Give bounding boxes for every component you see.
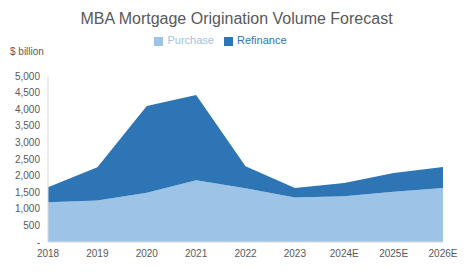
svg-text:2020: 2020 [136, 248, 159, 259]
svg-text:2026E: 2026E [429, 248, 458, 259]
svg-text:1,500: 1,500 [15, 187, 40, 198]
svg-text:3,000: 3,000 [15, 137, 40, 148]
svg-text:2022: 2022 [234, 248, 257, 259]
svg-text:2023: 2023 [284, 248, 307, 259]
svg-text:2,000: 2,000 [15, 170, 40, 181]
html-text:MBA Mortgage Origination Volum: MBA Mortgage Origination Volume Forecast [80, 10, 393, 27]
html-text:Refinance: Refinance [237, 34, 287, 46]
html-text:$ billion: $ billion [10, 46, 44, 57]
svg-text:4,500: 4,500 [15, 87, 40, 98]
svg-text:2018: 2018 [37, 248, 60, 259]
svg-text:1,000: 1,000 [15, 203, 40, 214]
svg-text:5,000: 5,000 [15, 71, 40, 82]
svg-text:2024E: 2024E [330, 248, 359, 259]
svg-text:2025E: 2025E [379, 248, 408, 259]
html-text:Purchase: Purchase [167, 34, 214, 46]
svg-text:3,500: 3,500 [15, 120, 40, 131]
svg-text:4,000: 4,000 [15, 104, 40, 115]
svg-text:2019: 2019 [86, 248, 109, 259]
svg-text:500: 500 [23, 220, 40, 231]
svg-text:-: - [37, 237, 40, 248]
svg-text:2,500: 2,500 [15, 154, 40, 165]
svg-text:2021: 2021 [185, 248, 208, 259]
